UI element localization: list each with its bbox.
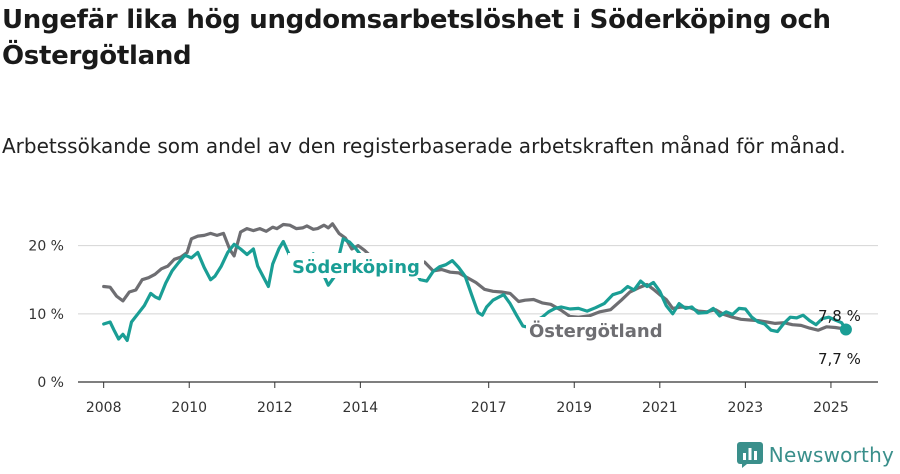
newsworthy-chart-icon — [736, 442, 763, 468]
x-tick-label: 2012 — [257, 400, 293, 416]
x-tick-label: 2008 — [86, 400, 122, 416]
series-labels: Söderköping Östergötland 7,8 % 7,7 % — [288, 253, 861, 368]
y-tick-label: 0 % — [37, 375, 64, 391]
soderkoping-line — [102, 237, 848, 342]
soderkoping-end-point — [839, 323, 852, 336]
ostergotland-end-label: 7,8 % — [818, 307, 861, 325]
x-tick-label: 2014 — [343, 400, 379, 416]
x-tick-label: 2010 — [171, 400, 207, 416]
soderkoping-label-halo — [288, 253, 424, 278]
ostergotland-series-label: Östergötland — [529, 320, 663, 342]
soderkoping-series-label: Söderköping — [292, 257, 420, 278]
brand-name: Newsworthy — [768, 443, 894, 467]
chart-subtitle: Arbetssökande som andel av den registerb… — [2, 134, 846, 158]
x-tick-label: 2019 — [556, 400, 592, 416]
y-axis-ticks: 0 % 10 % 20 % — [28, 239, 64, 391]
x-tick-label: 2017 — [471, 400, 507, 416]
y-tick-label: 20 % — [28, 239, 64, 255]
x-tick-label: 2023 — [728, 400, 764, 416]
series-lines — [102, 222, 848, 342]
newsworthy-logo: Newsworthy — [736, 440, 894, 470]
x-axis: 2008 2010 2012 2014 2017 2019 2021 2023 2025 — [86, 382, 849, 416]
ostergotland-label-halo — [526, 317, 668, 342]
chart-title: Ungefär lika hög ungdomsarbetslöshet i S… — [2, 5, 831, 71]
x-tick-label: 2021 — [642, 400, 678, 416]
y-tick-label: 10 % — [28, 307, 64, 323]
x-tick-label: 2025 — [813, 400, 849, 416]
soderkoping-end-label: 7,7 % — [818, 350, 861, 368]
